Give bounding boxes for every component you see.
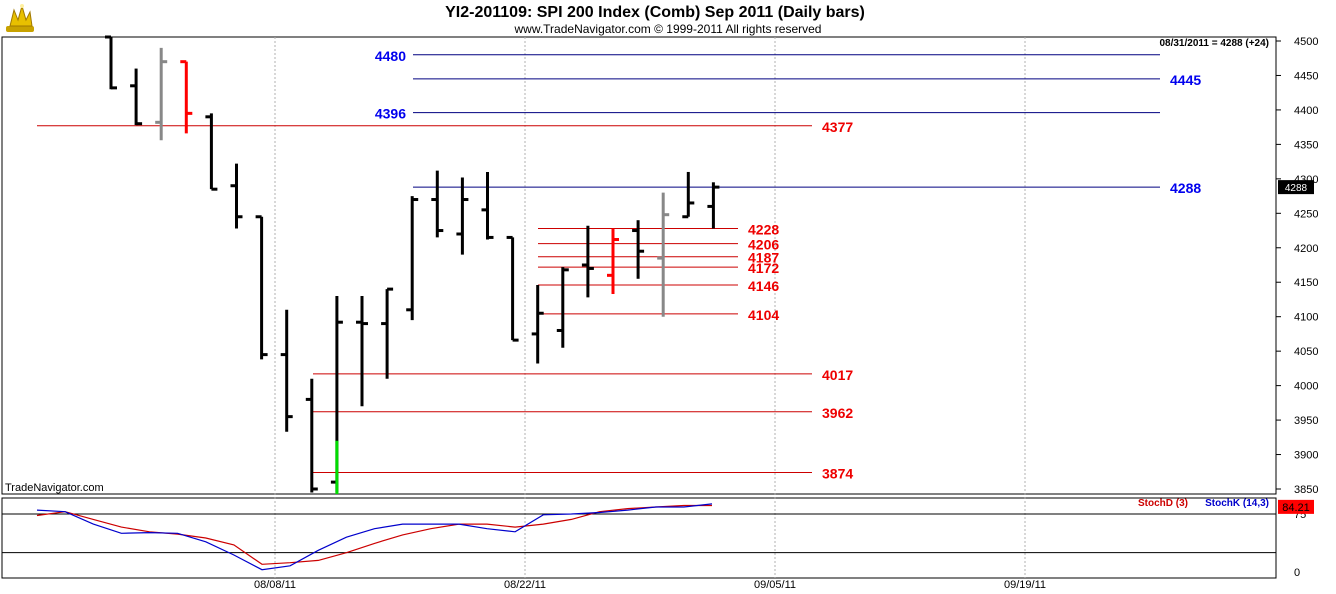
stoch-legend-k: StochK (14,3) (1205, 498, 1269, 509)
level-label-4396: 4396 (375, 106, 406, 122)
date-label: 08/08/11 (254, 579, 296, 591)
date-label: 08/22/11 (504, 579, 546, 591)
price-panel-frame (1, 36, 1277, 495)
last-price-tag-bg (1278, 180, 1314, 195)
price-tick-label: 4300 (1294, 174, 1318, 186)
level-label-4187: 4187 (748, 250, 779, 266)
price-tick-label: 4200 (1294, 243, 1318, 255)
price-tick-label: 4050 (1294, 346, 1318, 358)
level-label-4445: 4445 (1170, 72, 1201, 88)
trade-navigator-logo-icon (6, 4, 34, 32)
price-tick-label: 3900 (1294, 450, 1318, 462)
last-price-info: 08/31/2011 = 4288 (+24) (1159, 38, 1269, 49)
level-label-4377: 4377 (822, 119, 853, 135)
price-tick-label: 3950 (1294, 415, 1318, 427)
stoch-panel-frame (1, 497, 1277, 579)
watermark: TradeNavigator.com (5, 482, 104, 494)
level-label-4172: 4172 (748, 260, 779, 276)
date-label: 09/05/11 (754, 579, 796, 591)
price-tick-label: 4350 (1294, 139, 1318, 151)
level-label-4104: 4104 (748, 307, 779, 323)
level-label-4206: 4206 (748, 237, 779, 253)
stoch-series-d (36, 504, 712, 565)
price-tick-label: 4100 (1294, 312, 1318, 324)
stoch-value-tag: 84.21 (1282, 502, 1310, 514)
level-label-4146: 4146 (748, 278, 779, 294)
price-tick-label: 4000 (1294, 381, 1318, 393)
price-tick-label: 4250 (1294, 208, 1318, 220)
stoch-series-k (36, 503, 713, 571)
price-tick-label: 4450 (1294, 70, 1318, 82)
stoch-legend-d: StochD (3) (1138, 498, 1188, 509)
level-label-4017: 4017 (822, 367, 853, 383)
price-tick-label: 4500 (1294, 36, 1318, 48)
last-price-tag: 4288 (1285, 183, 1308, 194)
price-tick-label: 3850 (1294, 484, 1318, 496)
stoch-tick-label: 75 (1294, 509, 1306, 521)
date-label: 09/19/11 (1004, 579, 1046, 591)
level-label-4480: 4480 (375, 48, 406, 64)
level-label-3874: 3874 (822, 465, 853, 481)
copyright-text: www.TradeNavigator.com © 1999-2011 All r… (514, 22, 822, 36)
level-label-3962: 3962 (822, 405, 853, 421)
price-tick-label: 4400 (1294, 105, 1318, 117)
price-tick-label: 4150 (1294, 277, 1318, 289)
level-label-4228: 4228 (748, 221, 779, 237)
level-label-4288: 4288 (1170, 180, 1201, 196)
chart-title: YI2-201109: SPI 200 Index (Comb) Sep 201… (445, 4, 865, 21)
stoch-value-tag-bg (1278, 499, 1314, 514)
stoch-tick-label: 0 (1294, 567, 1300, 579)
